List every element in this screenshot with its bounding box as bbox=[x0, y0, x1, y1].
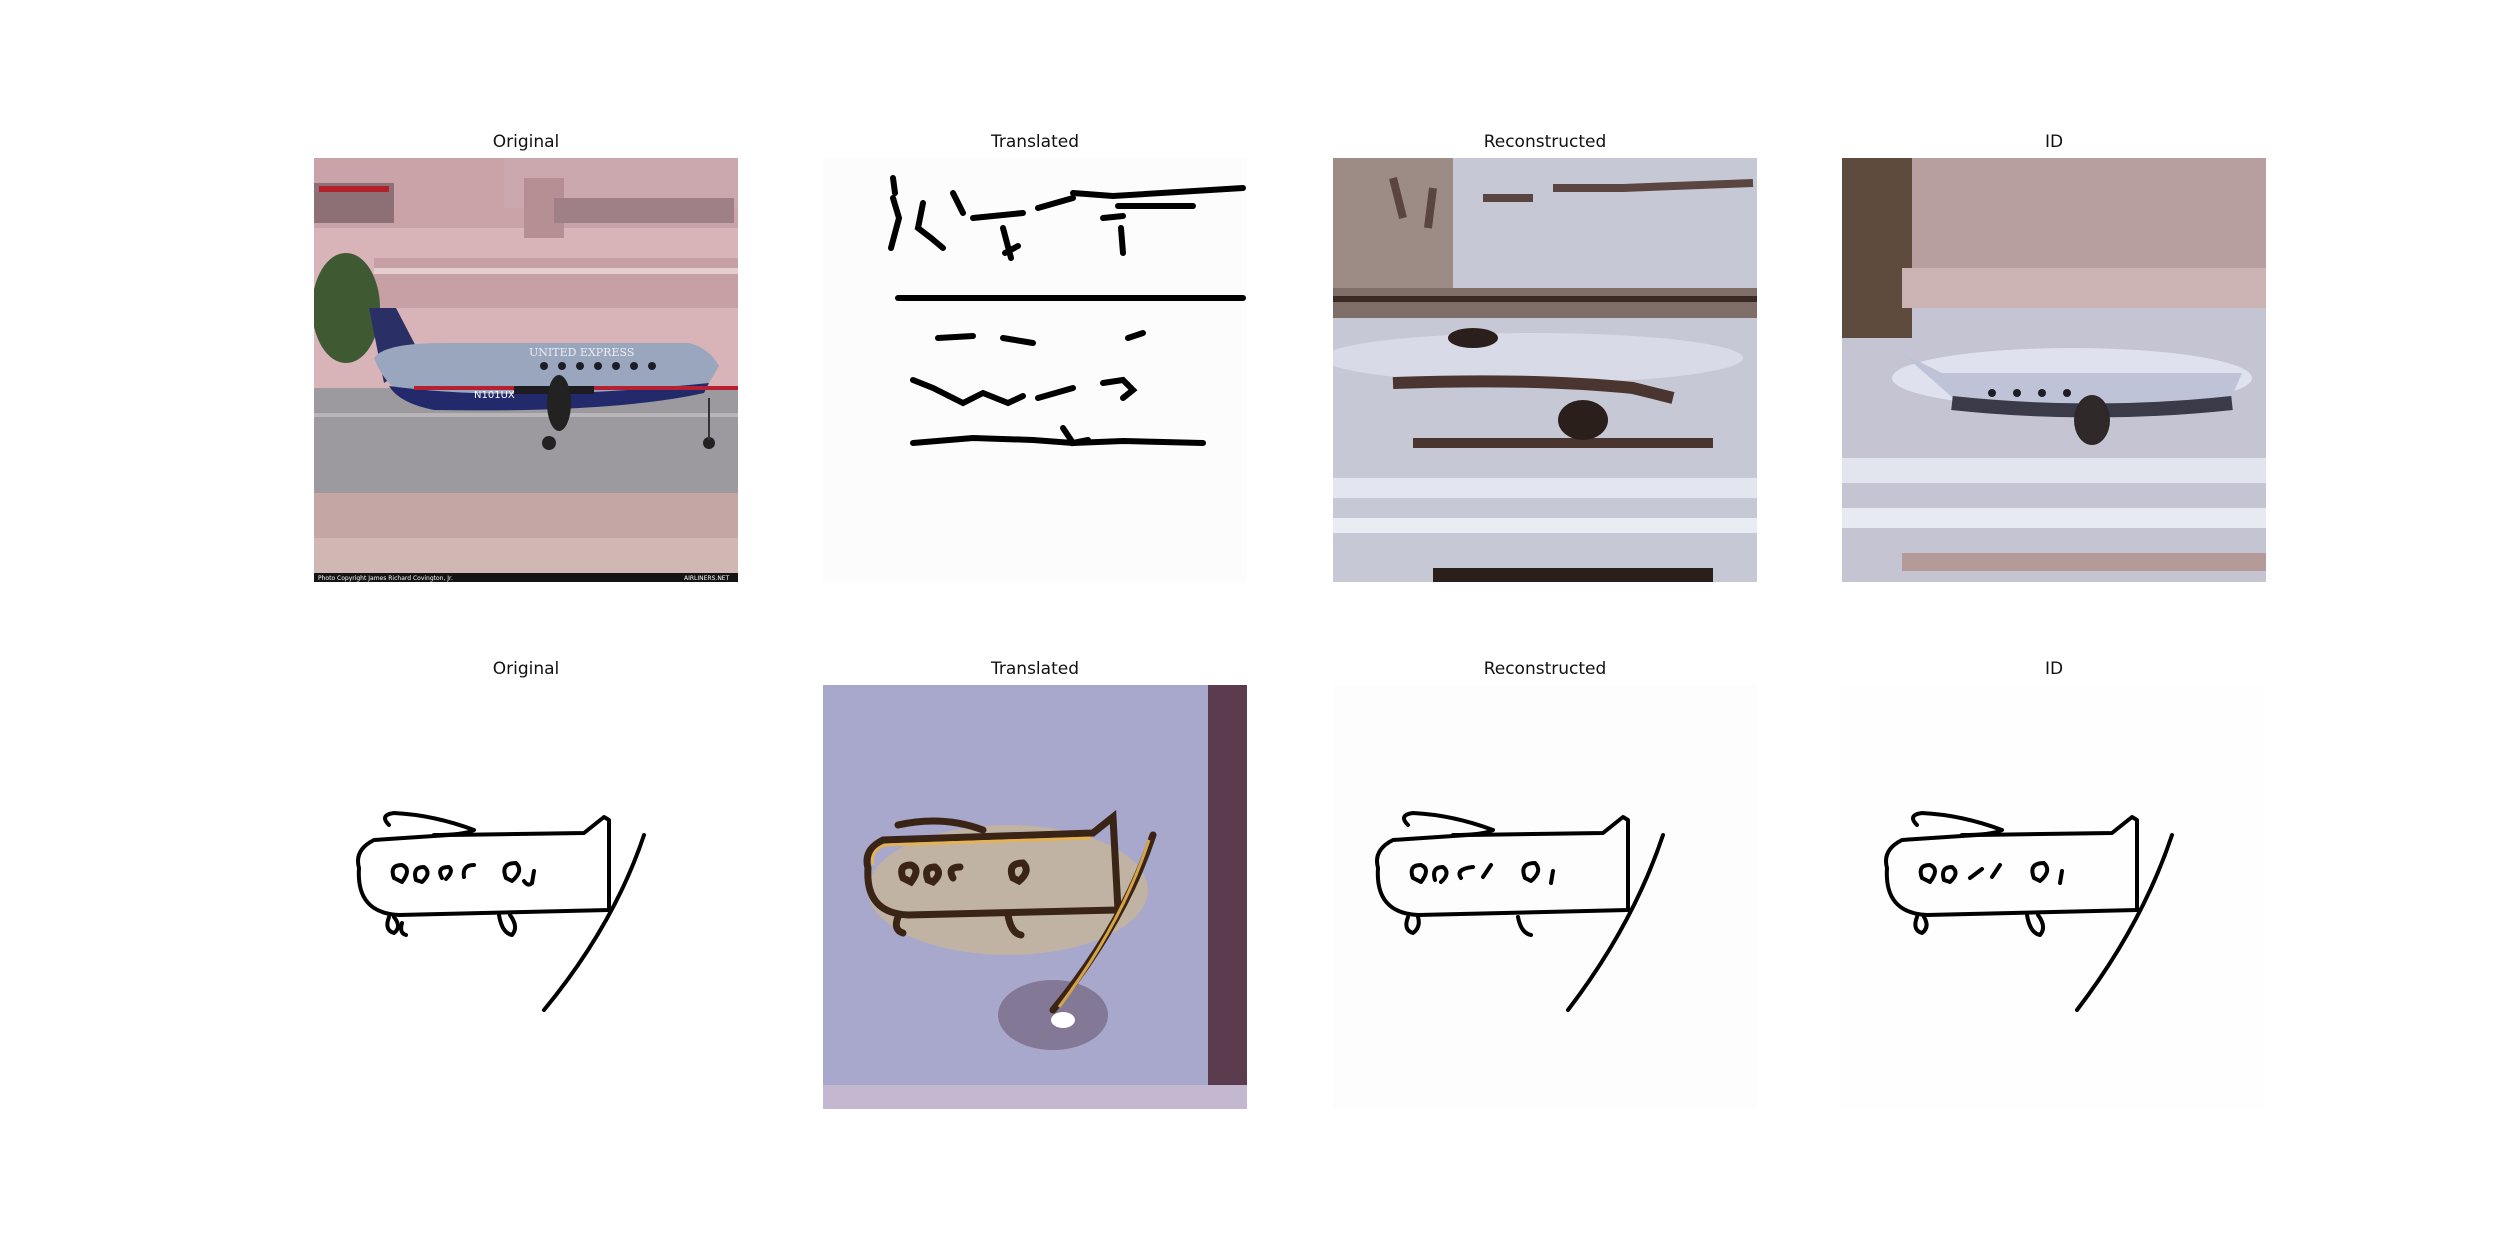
photo-caption-left: Photo Copyright James Richard Covington,… bbox=[318, 575, 453, 582]
original-photo: UNITED EXPRESS N101UX Photo Copyright Ja… bbox=[314, 158, 738, 582]
panel-title: Reconstructed bbox=[1483, 132, 1607, 152]
original-sketch bbox=[314, 685, 738, 1109]
panel-title: Original bbox=[492, 132, 560, 152]
panel-title: ID bbox=[2044, 132, 2064, 152]
tail-number: N101UX bbox=[474, 390, 515, 401]
panel-title: ID bbox=[2044, 659, 2064, 679]
photo-caption-right: AIRLINERS.NET bbox=[684, 575, 730, 582]
id-sketch bbox=[1842, 685, 2266, 1109]
reconstructed-photo bbox=[1333, 158, 1757, 582]
panel-title: Translated bbox=[991, 132, 1079, 152]
reconstructed-sketch bbox=[1333, 685, 1757, 1109]
id-photo bbox=[1842, 158, 2266, 582]
panel-title: Original bbox=[492, 659, 560, 679]
translated-photo bbox=[823, 685, 1247, 1109]
livery-text: UNITED EXPRESS bbox=[529, 346, 634, 359]
translated-sketch bbox=[823, 158, 1247, 582]
panel-title: Reconstructed bbox=[1483, 659, 1607, 679]
panel-title: Translated bbox=[991, 659, 1079, 679]
